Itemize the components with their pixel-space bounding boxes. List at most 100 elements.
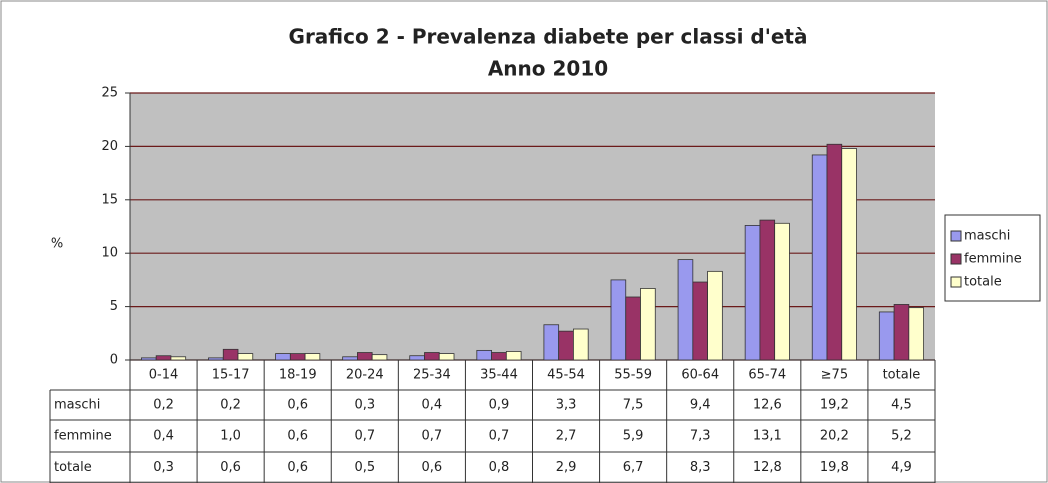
table-cell: 0,6: [220, 460, 241, 475]
bar: [438, 353, 455, 361]
table-cell: 0,3: [153, 460, 174, 475]
bar: [744, 225, 761, 361]
table-cell: 0,6: [422, 460, 443, 475]
table-cell: 19,8: [820, 460, 849, 475]
bar: [505, 351, 522, 361]
legend-swatch: [950, 253, 962, 265]
bar: [543, 324, 560, 361]
table-cell: 7,3: [690, 429, 711, 444]
x-tick-label: 65-74: [748, 368, 786, 383]
table-cell: 0,7: [489, 429, 510, 444]
table-cell: 0,3: [354, 398, 375, 413]
table-cell: 19,2: [820, 398, 849, 413]
table-cell: 0,7: [422, 429, 443, 444]
table-cell: 5,2: [891, 429, 912, 444]
bar: [677, 259, 694, 361]
chart-subtitle: Anno 2010: [488, 57, 608, 81]
bar: [141, 357, 157, 361]
table-cell: 0,5: [354, 460, 375, 475]
bar: [640, 288, 656, 361]
table-cell: 0,7: [354, 429, 375, 444]
bar: [208, 357, 224, 361]
y-tick-label: 5: [110, 299, 118, 314]
chart-title: Grafico 2 - Prevalenza diabete per class…: [289, 25, 808, 49]
legend-label: femmine: [964, 252, 1022, 267]
table-cell: 0,4: [422, 398, 443, 413]
table-row-label: femmine: [54, 429, 112, 444]
bar: [692, 281, 708, 361]
bar: [237, 353, 254, 361]
x-tick-label: 20-24: [346, 368, 384, 383]
table-cell: 0,4: [153, 429, 174, 444]
x-tick-label: totale: [883, 368, 921, 383]
table-cell: 0,6: [287, 429, 308, 444]
table-cell: 6,7: [623, 460, 644, 475]
bar: [491, 352, 507, 361]
x-tick-label: 55-59: [614, 368, 652, 383]
x-tick-label: ≥75: [821, 368, 848, 383]
bar: [476, 349, 492, 361]
bar: [289, 353, 306, 361]
bar: [357, 352, 373, 361]
bar: [573, 328, 589, 361]
table-cell: 2,9: [556, 460, 577, 475]
table-cell: 20,2: [820, 429, 849, 444]
bar: [841, 148, 857, 361]
y-tick-label: 0: [110, 353, 118, 368]
table-cell: 1,0: [220, 429, 241, 444]
table-cell: 4,9: [891, 460, 912, 475]
bar: [878, 311, 895, 361]
table-cell: 0,2: [220, 398, 241, 413]
bar: [908, 307, 924, 361]
x-tick-label: 18-19: [279, 368, 317, 383]
bar: [304, 353, 321, 361]
table-cell: 4,5: [891, 398, 912, 413]
table-row-label: maschi: [54, 398, 100, 413]
table-cell: 12,8: [753, 460, 782, 475]
y-tick-label: 15: [101, 192, 118, 207]
table-cell: 0,6: [287, 460, 308, 475]
table-cell: 7,5: [623, 398, 644, 413]
x-tick-label: 45-54: [547, 368, 585, 383]
x-tick-label: 60-64: [681, 368, 719, 383]
legend-swatch: [950, 230, 962, 242]
bar: [759, 219, 776, 361]
table-cell: 9,4: [690, 398, 711, 413]
table-cell: 0,8: [489, 460, 510, 475]
table-cell: 2,7: [556, 429, 577, 444]
table-cell: 13,1: [753, 429, 782, 444]
bar: [275, 353, 291, 361]
y-tick-label: 25: [101, 86, 118, 101]
legend-label: maschi: [964, 229, 1010, 244]
bar: [811, 154, 828, 361]
y-tick-label: 10: [101, 246, 118, 261]
table-row-label: totale: [54, 460, 92, 475]
legend-label: totale: [964, 275, 1002, 290]
bar: [707, 270, 723, 361]
x-tick-label: 25-34: [413, 368, 451, 383]
bar: [155, 355, 172, 361]
legend-swatch: [950, 276, 962, 288]
bar: [342, 356, 358, 361]
x-tick-label: 35-44: [480, 368, 518, 383]
bar: [774, 222, 790, 361]
bar: [610, 279, 627, 361]
table-cell: 0,9: [489, 398, 510, 413]
table-cell: 0,6: [287, 398, 308, 413]
bar: [424, 352, 440, 361]
table-cell: 3,3: [556, 398, 577, 413]
table-cell: 5,9: [623, 429, 644, 444]
bar: [371, 354, 388, 361]
x-tick-label: 0-14: [149, 368, 179, 383]
bar: [222, 348, 239, 361]
plot-area: [130, 93, 935, 360]
bar: [558, 330, 574, 361]
bar: [893, 304, 910, 361]
bar: [826, 143, 843, 361]
table-cell: 12,6: [753, 398, 782, 413]
bar: [409, 355, 425, 361]
x-tick-label: 15-17: [212, 368, 250, 383]
y-axis-label: %: [51, 237, 63, 252]
table-cell: 8,3: [690, 460, 711, 475]
